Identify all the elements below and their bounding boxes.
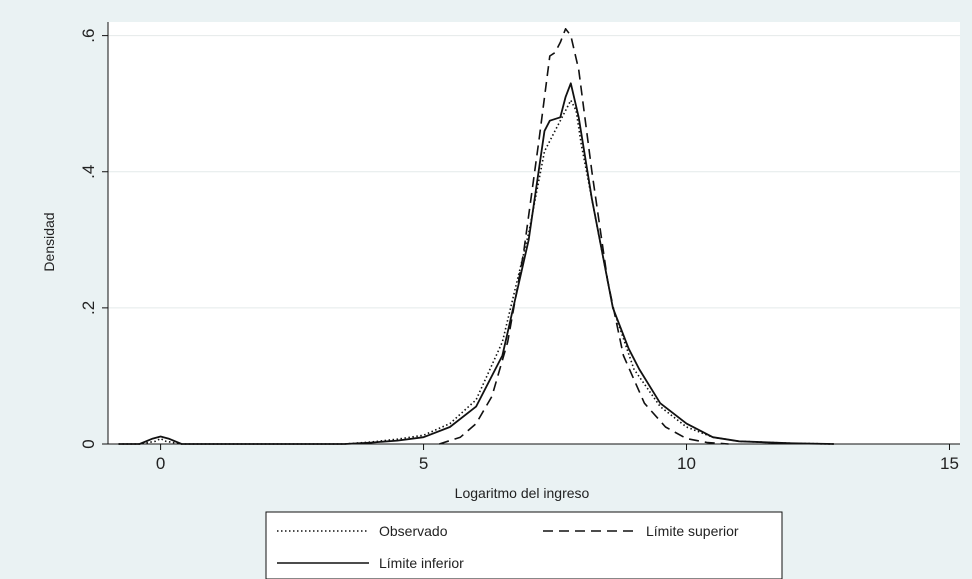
series-observado (118, 99, 834, 445)
series-limite-superior (439, 27, 729, 445)
legend-label-observado: Observado (379, 523, 448, 539)
plot-area (108, 22, 960, 444)
y-tick-label-1: .2 (79, 301, 98, 315)
x-tick-label-1: 5 (419, 454, 428, 473)
grid-lines (108, 35, 960, 309)
axes (107, 22, 960, 445)
x-tick-label-0: 0 (156, 454, 165, 473)
x-axis-title: Logaritmo del ingreso (455, 485, 590, 501)
x-tick-label-3: 15 (940, 454, 959, 473)
y-tick-label-0: 0 (79, 439, 98, 448)
x-tick-label-2: 10 (677, 454, 696, 473)
y-tick-label-2: .4 (79, 165, 98, 179)
legend: Observado Límite superior Límite inferio… (265, 511, 783, 579)
y-axis-title: Densidad (41, 212, 57, 271)
legend-label-limite-superior: Límite superior (646, 523, 739, 539)
legend-label-limite-inferior: Límite inferior (379, 555, 464, 571)
ticks: 0 5 10 15 0 .2 .4 .6 (79, 29, 959, 473)
legend-box (265, 511, 783, 579)
y-tick-label-3: .6 (79, 29, 98, 43)
